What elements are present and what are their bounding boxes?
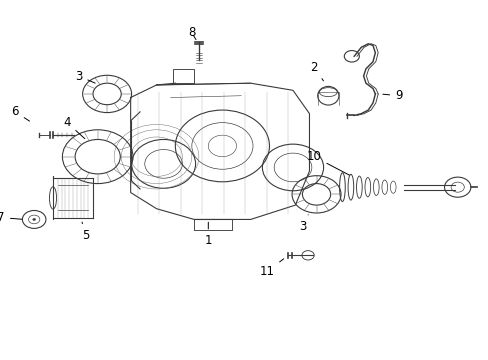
Text: 9: 9 xyxy=(382,89,402,102)
Text: 3: 3 xyxy=(298,215,307,233)
Text: 1: 1 xyxy=(204,222,212,247)
Text: 5: 5 xyxy=(82,222,89,242)
Text: 7: 7 xyxy=(0,211,22,224)
Text: 4: 4 xyxy=(63,116,84,139)
Text: 11: 11 xyxy=(259,259,283,278)
Text: 2: 2 xyxy=(310,60,323,81)
Text: 3: 3 xyxy=(75,69,95,83)
Text: 6: 6 xyxy=(12,105,29,121)
Text: 10: 10 xyxy=(306,150,348,175)
Circle shape xyxy=(33,219,36,221)
Text: 8: 8 xyxy=(188,27,196,40)
